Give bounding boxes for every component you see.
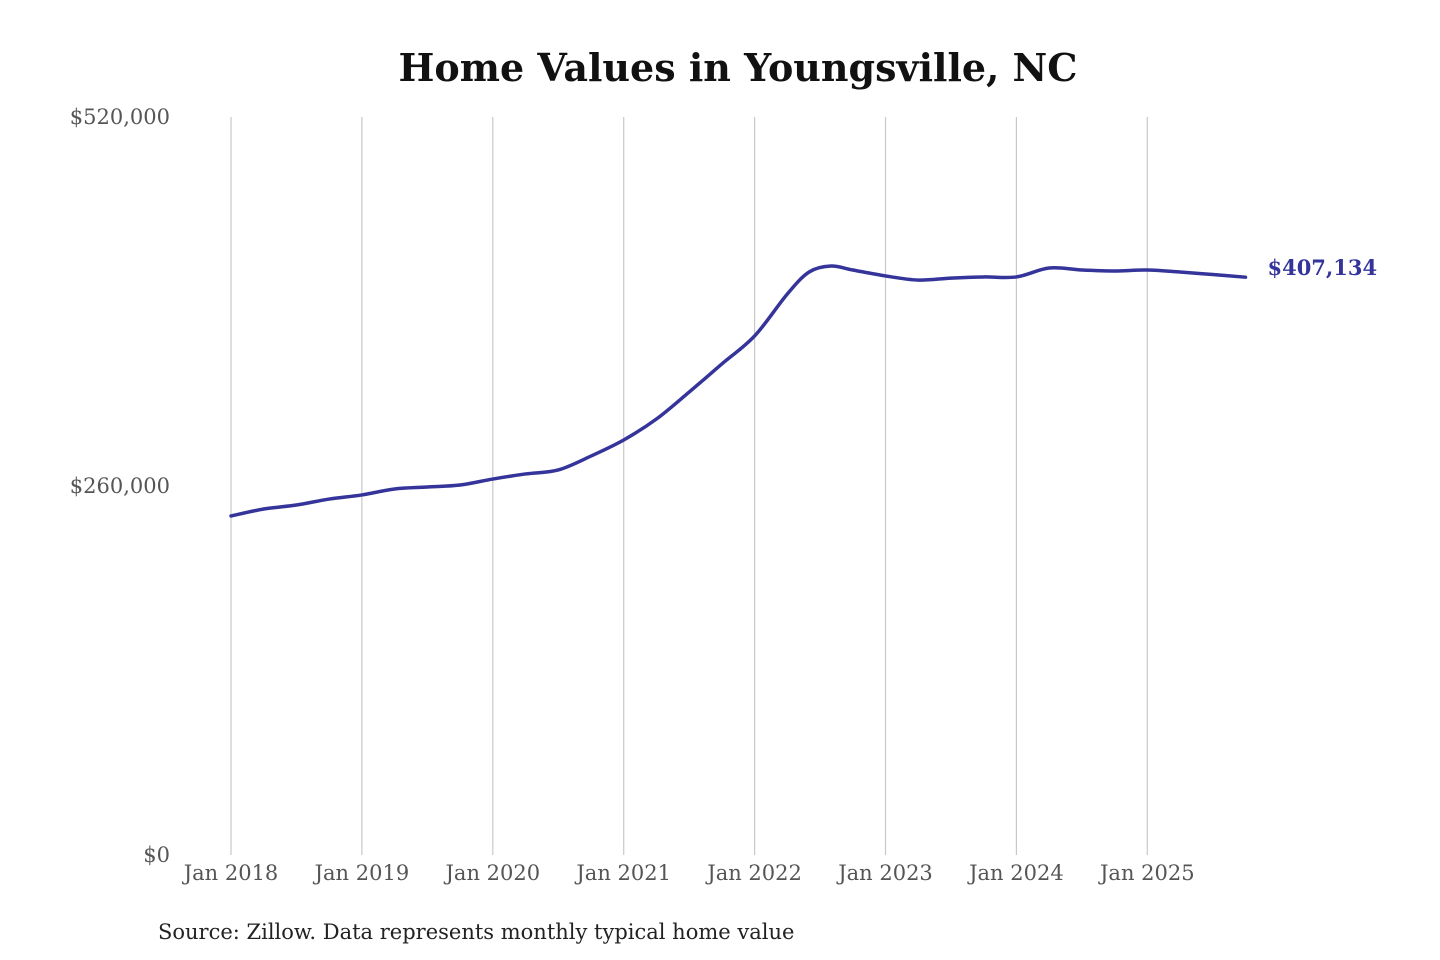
x-tick-label: Jan 2020 — [444, 861, 541, 885]
x-tick-label: Jan 2022 — [705, 861, 802, 885]
x-tick-label: Jan 2018 — [182, 861, 279, 885]
y-tick-label: $520,000 — [70, 105, 170, 129]
gridlines — [230, 117, 1148, 855]
x-axis: Jan 2018 Jan 2019 Jan 2020 Jan 2021 Jan 2022… — [182, 861, 1195, 885]
chart-title: Home Values in Youngsville, NC — [398, 45, 1077, 90]
x-tick-label: Jan 2023 — [836, 861, 933, 885]
y-tick-label: $0 — [143, 843, 170, 867]
x-tick-label: Jan 2019 — [313, 861, 410, 885]
y-axis: $0 $260,000 $520,000 — [70, 105, 170, 867]
x-tick-label: Jan 2024 — [967, 861, 1064, 885]
y-tick-label: $260,000 — [70, 474, 170, 498]
end-value-label: $407,134 — [1267, 255, 1377, 280]
series-line — [229, 264, 1248, 518]
x-tick-label: Jan 2021 — [574, 861, 671, 885]
x-tick-label: Jan 2025 — [1098, 861, 1195, 885]
source-note: Source: Zillow. Data represents monthly … — [158, 920, 794, 944]
